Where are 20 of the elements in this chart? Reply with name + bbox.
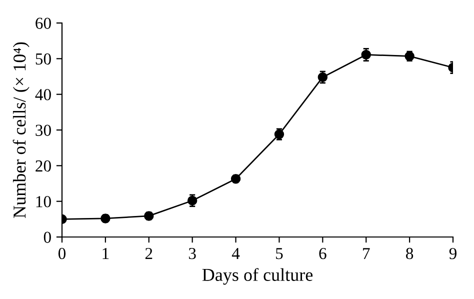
point xyxy=(187,196,198,206)
x-tick-label: 4 xyxy=(232,248,240,259)
x-tick-label: 8 xyxy=(406,248,414,260)
x-tick-label: 3 xyxy=(188,248,196,260)
x-tick-label: 2 xyxy=(145,248,152,259)
x-tick-label: 0 xyxy=(58,248,66,260)
x-axis-title: Days of culture xyxy=(202,268,313,285)
y-tick-label: 10 xyxy=(36,196,51,208)
y-tick-label: 40 xyxy=(35,89,51,100)
y-tick-label: 30 xyxy=(36,124,51,136)
x-tick-label: 5 xyxy=(276,248,283,260)
x-tick-label: 1 xyxy=(102,248,109,259)
x-tick-label: 6 xyxy=(319,248,326,260)
x-tick-label: 7 xyxy=(363,248,370,259)
y-tick-label: 20 xyxy=(36,160,51,172)
y-tick-label: 0 xyxy=(44,232,51,243)
x-tick-label: 9 xyxy=(449,248,456,260)
y-axis-title: Number of cells/ (× 10⁴) xyxy=(12,42,30,218)
y-tick-label: 60 xyxy=(36,18,51,29)
y-tick-label: 50 xyxy=(36,53,51,65)
